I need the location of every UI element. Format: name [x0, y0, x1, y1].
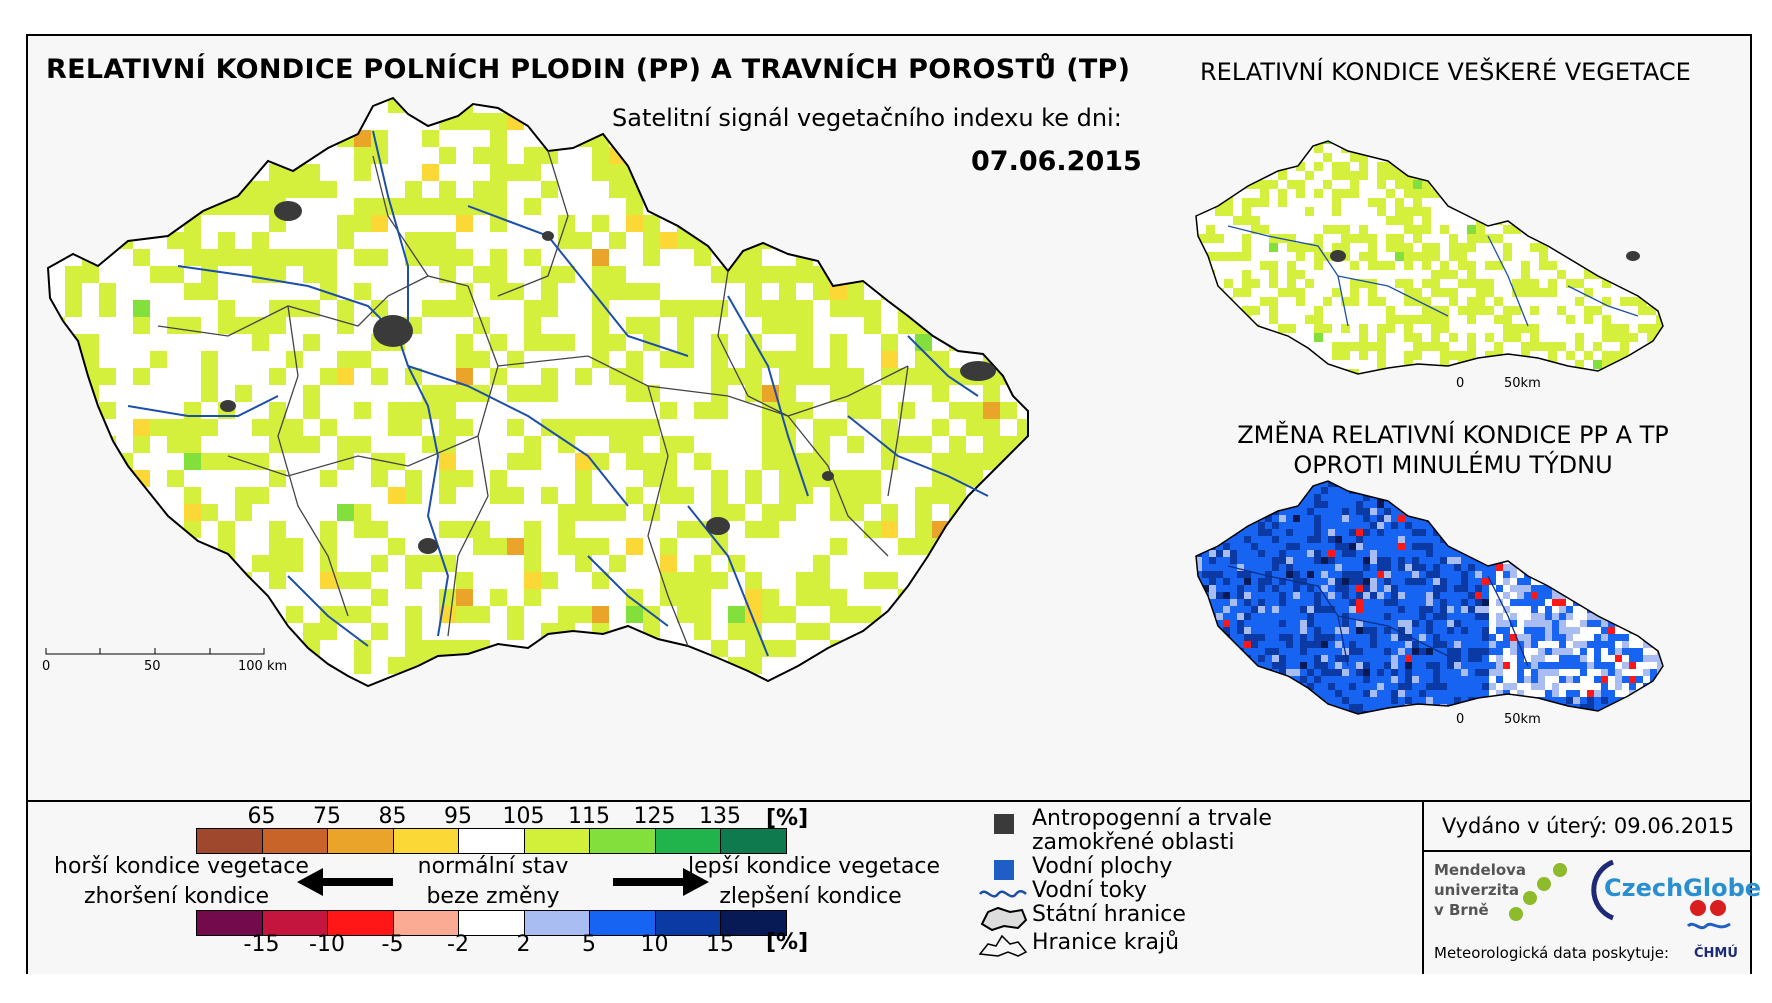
- condition-tick-label: 115: [568, 804, 610, 829]
- change-swatch: [196, 910, 263, 936]
- legend-panel: 65 75 85 95 105 115 125 135 [%] horší kondice v…: [28, 800, 1761, 974]
- better-caption-1: lepší kondice vegetace: [688, 854, 941, 879]
- map-panel: RELATIVNÍ KONDICE POLNÍCH PLODIN (PP) A …: [28, 36, 1750, 798]
- condition-tick-label: 125: [633, 804, 676, 829]
- condition-swatch: [392, 828, 459, 854]
- anthropogenic-areas: [220, 201, 996, 554]
- river-icon: [979, 890, 1027, 898]
- condition-swatch: [523, 828, 590, 854]
- change-swatch: [327, 910, 394, 936]
- change-tick-label: -10: [309, 932, 345, 957]
- subtitle: Satelitní signál vegetačního indexu ke d…: [612, 104, 1122, 132]
- mendel-logo-text-2: univerzita: [1434, 881, 1520, 899]
- normal-caption-1: normální stav: [417, 854, 569, 879]
- svg-text:50: 50: [144, 659, 161, 674]
- svg-text:0: 0: [42, 659, 50, 674]
- change-swatch: [654, 910, 721, 936]
- anthropogenic-label-1: Antropogenní a trvale: [1032, 806, 1272, 831]
- issuer-box: Vydáno v úterý: 09.06.2015 Mendelova uni…: [1422, 802, 1761, 974]
- worse-caption-2: zhoršení kondice: [83, 884, 270, 909]
- condition-unit: [%]: [766, 806, 809, 831]
- left-arrow-icon: [297, 868, 393, 896]
- mendel-logo-text-1: Mendelova: [1434, 861, 1527, 879]
- condition-swatch: [327, 828, 394, 854]
- change-swatch: [261, 910, 328, 936]
- mendel-logo-text-3: v Brně: [1434, 901, 1489, 919]
- better-caption-2: zlepšení kondice: [719, 884, 902, 909]
- condition-swatch: [196, 828, 263, 854]
- change-tick-label: 2: [516, 932, 531, 957]
- condition-tick-label: 135: [699, 804, 741, 829]
- change-swatch: [720, 910, 787, 936]
- region-border-icon: [978, 934, 1028, 957]
- change-swatch: [589, 910, 656, 936]
- mendel-logo-dots-icon: [1509, 863, 1567, 921]
- vegetation-map-title: RELATIVNÍ KONDICE VEŠKERÉ VEGETACE: [1200, 58, 1691, 86]
- change-map[interactable]: [1188, 466, 1708, 716]
- czechglobe-logo: CzechGlobe: [1604, 874, 1762, 902]
- condition-tick-label: 75: [313, 804, 341, 829]
- condition-tick-label: 105: [502, 804, 545, 829]
- chmu-logo-text: ČHMÚ: [1694, 946, 1738, 961]
- change-tick-label: -2: [447, 932, 469, 957]
- change-tick-label: 10: [640, 932, 669, 957]
- change-tick-label: 5: [582, 932, 596, 957]
- water-bodies-label: Vodní plochy: [1032, 854, 1173, 879]
- condition-swatch: [458, 828, 525, 854]
- change-tick-label: -15: [243, 932, 280, 957]
- normal-caption-2: beze změny: [426, 884, 560, 909]
- chmu-logo-icon: [1686, 900, 1731, 930]
- condition-tick-label: 85: [378, 804, 407, 829]
- change-swatch: [392, 910, 459, 936]
- meteo-credit: Meteorologická data poskytuje:: [1434, 944, 1670, 962]
- small-scale-zero: 0: [1456, 376, 1465, 391]
- condition-tick-label: 95: [444, 804, 472, 829]
- change-scale-end: 50km: [1504, 712, 1541, 727]
- condition-swatch: [720, 828, 787, 854]
- change-map-title: ZMĚNA RELATIVNÍ KONDICE PP A TP OPROTI M…: [1237, 421, 1669, 479]
- change-swatch: [458, 910, 525, 936]
- rivers-label: Vodní toky: [1032, 878, 1147, 903]
- region-borders: [157, 150, 909, 647]
- svg-text:100 km: 100 km: [238, 659, 287, 674]
- region-border-label: Hranice krajů: [1032, 930, 1180, 955]
- scale-arrows: [297, 868, 709, 896]
- change-tick-label: 15: [706, 932, 734, 957]
- condition-map[interactable]: 0 50 100 km: [28, 36, 1750, 798]
- worse-caption-1: horší kondice vegetace: [54, 854, 309, 879]
- change-unit: [%]: [766, 930, 809, 955]
- condition-swatch: [261, 828, 328, 854]
- observation-date: 07.06.2015: [971, 146, 1142, 177]
- figure-frame: RELATIVNÍ KONDICE POLNÍCH PLODIN (PP) A …: [26, 34, 1761, 974]
- state-border-label: Státní hranice: [1032, 902, 1186, 927]
- anthropogenic-label-2: zamokřené oblasti: [1032, 830, 1235, 855]
- main-scale-bar: 0 50 100 km: [42, 648, 287, 674]
- condition-swatch: [589, 828, 656, 854]
- condition-tick-label: 65: [247, 804, 276, 829]
- change-tick-label: -5: [381, 932, 404, 957]
- small-scale-end: 50km: [1504, 376, 1541, 391]
- condition-swatch: [654, 828, 721, 854]
- change-swatch: [523, 910, 590, 936]
- issued-date: Vydáno v úterý: 09.06.2015: [1424, 802, 1752, 852]
- state-border-icon: [980, 906, 1028, 932]
- anthropogenic-swatch: [994, 814, 1014, 834]
- main-title: RELATIVNÍ KONDICE POLNÍCH PLODIN (PP) A …: [46, 54, 1131, 85]
- czechglobe-arc-icon: [1591, 859, 1615, 921]
- water-body-swatch: [994, 860, 1014, 880]
- right-arrow-icon: [613, 868, 709, 896]
- vegetation-map[interactable]: [1188, 126, 1708, 376]
- change-scale-zero: 0: [1456, 712, 1465, 727]
